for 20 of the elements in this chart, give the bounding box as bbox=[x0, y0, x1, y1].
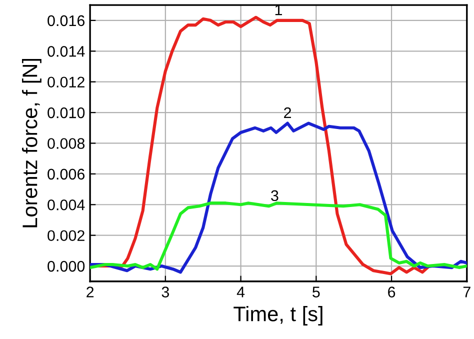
x-axis-title: Time, t [s] bbox=[234, 306, 322, 326]
x-tick-label: 6 bbox=[388, 286, 396, 298]
y-axis-title: Lorentz force, f [N] bbox=[22, 59, 42, 228]
annotation: 2 bbox=[284, 107, 291, 118]
y-tick-label: 0.016 bbox=[48, 15, 85, 26]
annotation: 3 bbox=[271, 190, 278, 202]
y-tick-label: 0.002 bbox=[48, 230, 84, 242]
y-tick-label: 0.004 bbox=[48, 199, 85, 210]
y-tick-label: 0.014 bbox=[48, 46, 85, 57]
y-tick-label: 0.010 bbox=[48, 107, 85, 118]
x-tick-label: 5 bbox=[312, 286, 320, 298]
line-series bbox=[90, 202, 467, 271]
x-tick-label: 4 bbox=[236, 286, 245, 298]
y-tick-label: 0.000 bbox=[48, 260, 85, 272]
y-tick-label: 0.012 bbox=[48, 76, 84, 88]
x-tick-label: 3 bbox=[162, 286, 170, 298]
x-tick-label: 7 bbox=[463, 286, 470, 298]
y-tick-label: 0.006 bbox=[48, 168, 85, 180]
y-tick-label: 0.008 bbox=[48, 138, 85, 149]
x-tick-label: 2 bbox=[86, 286, 94, 298]
